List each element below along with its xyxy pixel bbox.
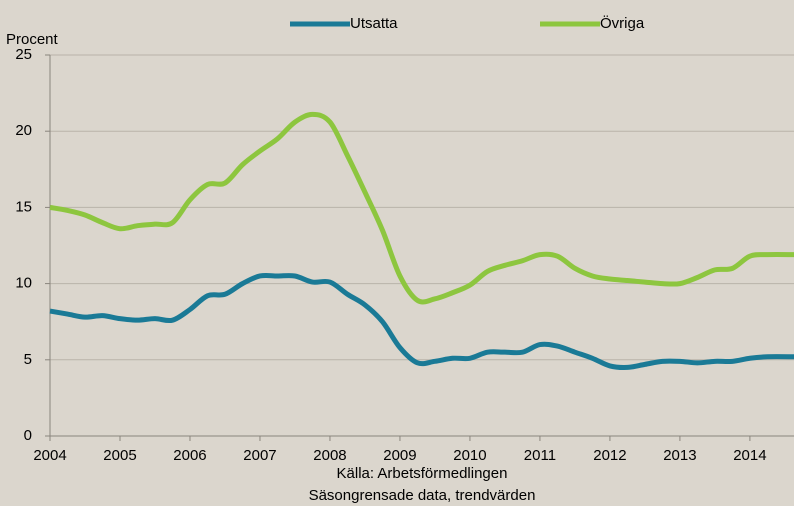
x-tick-label: 2011 — [524, 447, 556, 464]
y-tick-label: 5 — [24, 351, 32, 368]
x-tick-label: 2010 — [453, 447, 486, 464]
y-tick-label: 25 — [15, 46, 32, 63]
y-tick-label: 0 — [24, 427, 32, 444]
x-tick-label: 2008 — [313, 447, 346, 464]
x-tick-label: 2012 — [593, 447, 626, 464]
x-tick-label: 2013 — [663, 447, 696, 464]
x-tick-label: 2005 — [103, 447, 136, 464]
source: Källa: Arbetsförmedlingen — [337, 465, 508, 482]
x-tick-label: 2009 — [383, 447, 416, 464]
x-tick-label: 2004 — [33, 447, 66, 464]
legend-label: Utsatta — [350, 15, 398, 32]
series-line — [49, 111, 794, 305]
y-tick-label: 20 — [15, 122, 32, 139]
y-axis-label: Procent — [6, 31, 59, 48]
x-tick-label: 2007 — [243, 447, 276, 464]
legend-label: Övriga — [600, 14, 645, 32]
series-line — [49, 272, 794, 371]
x-tick-label: 2014 — [733, 447, 766, 464]
y-tick-label: 15 — [15, 198, 32, 215]
y-tick-label: 10 — [15, 275, 32, 292]
note: Säsongrensade data, trendvärden — [309, 487, 536, 504]
x-tick-label: 2006 — [173, 447, 206, 464]
